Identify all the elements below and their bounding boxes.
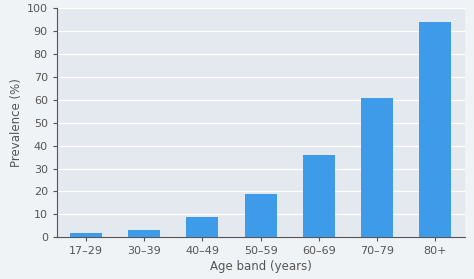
Bar [186, 217, 219, 237]
X-axis label: Age band (years): Age band (years) [210, 260, 311, 273]
Bar [419, 22, 451, 237]
Bar [245, 194, 277, 237]
Bar [70, 233, 102, 237]
Y-axis label: Prevalence (%): Prevalence (%) [9, 78, 23, 167]
Bar [303, 155, 335, 237]
Bar [128, 230, 160, 237]
Bar [361, 98, 393, 237]
